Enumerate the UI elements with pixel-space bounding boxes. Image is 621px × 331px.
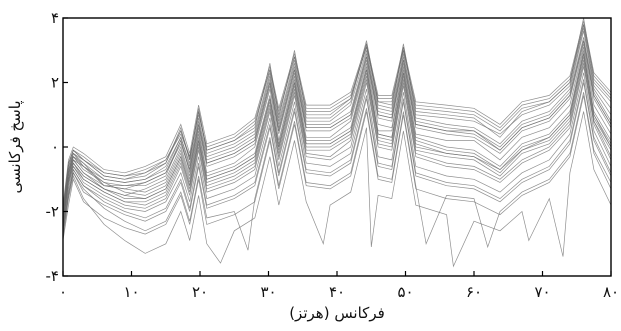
series-line-21 [62, 92, 612, 251]
series-line-14 [62, 66, 612, 225]
y-tick-label: ۰ [51, 138, 59, 156]
series-line-20 [62, 111, 612, 268]
series-line-7 [62, 63, 612, 228]
series-line-24 [62, 53, 612, 225]
x-tick-label: ۳۰ [260, 283, 276, 301]
x-tick-label: ۶۰ [466, 283, 482, 301]
series-line-8 [62, 27, 612, 212]
series-line-19 [62, 95, 612, 241]
series-layer [62, 17, 612, 268]
y-tick-label: -۲ [46, 203, 59, 221]
y-tick-label: -۴ [46, 267, 59, 285]
x-tick-label: ۰ [59, 283, 67, 301]
series-line-12 [62, 56, 612, 222]
y-axis: -۴ -۲ ۰ ۲ ۴ [46, 9, 68, 285]
series-line-16 [62, 82, 612, 235]
x-axis: ۰ ۱۰ ۲۰ ۳۰ ۴۰ ۵۰ ۶۰ ۷۰ ۸۰ [59, 271, 619, 301]
x-tick-label: ۵۰ [397, 283, 413, 301]
series-line-6 [62, 53, 612, 215]
x-tick-label: ۷۰ [534, 283, 550, 301]
series-line-23 [62, 40, 612, 218]
series-line-22 [62, 79, 612, 231]
x-tick-label: ۱۰ [123, 283, 139, 301]
series-line-11 [62, 21, 612, 206]
series-line-5 [62, 46, 612, 225]
series-line-9 [62, 43, 612, 218]
y-tick-label: ۲ [51, 74, 59, 92]
x-axis-label: فرکانس (هرتز) [289, 304, 385, 322]
x-tick-label: ۸۰ [603, 283, 619, 301]
series-line-1 [62, 17, 612, 218]
x-tick-label: ۲۰ [192, 283, 208, 301]
series-line-17 [62, 24, 612, 212]
y-tick-label: ۴ [51, 9, 59, 27]
y-axis-label: پاسخ فرکانسی [6, 101, 25, 194]
series-line-4 [62, 24, 612, 209]
series-line-10 [62, 72, 612, 231]
series-line-15 [62, 50, 612, 218]
x-tick-label: ۴۰ [329, 283, 345, 301]
series-line-13 [62, 37, 612, 215]
series-line-18 [62, 59, 612, 222]
series-line-3 [62, 40, 612, 222]
